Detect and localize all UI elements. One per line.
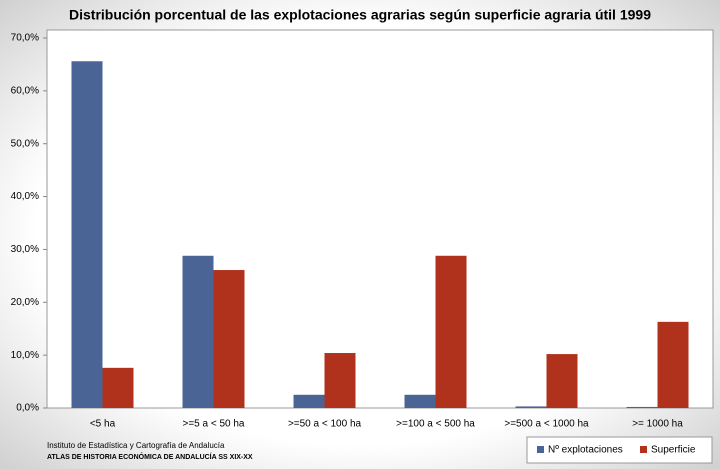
source: Instituto de Estadística y Cartografía d… bbox=[47, 441, 225, 450]
bar bbox=[102, 367, 134, 408]
legend-label: Superficie bbox=[651, 445, 696, 456]
bar bbox=[324, 353, 356, 408]
bar bbox=[404, 394, 436, 408]
x-tick-label: >= 1000 ha bbox=[632, 419, 683, 430]
y-tick-label: 0,0% bbox=[16, 403, 39, 414]
x-tick-label: >=50 a < 100 ha bbox=[288, 419, 362, 430]
y-tick-label: 30,0% bbox=[11, 244, 39, 255]
legend-swatch bbox=[640, 446, 647, 453]
bar bbox=[435, 255, 467, 408]
bar bbox=[71, 61, 103, 408]
legend-swatch bbox=[537, 446, 544, 453]
bar bbox=[626, 406, 658, 408]
bar bbox=[293, 394, 325, 408]
plot-area bbox=[46, 29, 714, 409]
x-tick-label: <5 ha bbox=[90, 419, 116, 430]
bar bbox=[657, 321, 689, 408]
bar bbox=[546, 354, 578, 408]
chart-title: Distribución porcentual de las explotaci… bbox=[69, 7, 651, 23]
y-tick-label: 70,0% bbox=[11, 33, 39, 44]
legend bbox=[526, 436, 713, 464]
y-tick-label: 60,0% bbox=[11, 85, 39, 96]
bar bbox=[182, 255, 214, 408]
legend-label: Nº explotaciones bbox=[548, 445, 623, 456]
y-tick-label: 20,0% bbox=[11, 297, 39, 308]
y-tick-label: 10,0% bbox=[11, 350, 39, 361]
x-tick-label: >=500 a < 1000 ha bbox=[504, 419, 589, 430]
bar bbox=[515, 406, 547, 408]
bar bbox=[213, 270, 245, 408]
x-tick-label: >=5 a < 50 ha bbox=[182, 419, 244, 430]
y-tick-label: 50,0% bbox=[11, 138, 39, 149]
source-note: ATLAS DE HISTORIA ECONÓMICA DE ANDALUCÍA… bbox=[47, 452, 253, 461]
x-tick-label: >=100 a < 500 ha bbox=[396, 419, 475, 430]
y-tick-label: 40,0% bbox=[11, 191, 39, 202]
